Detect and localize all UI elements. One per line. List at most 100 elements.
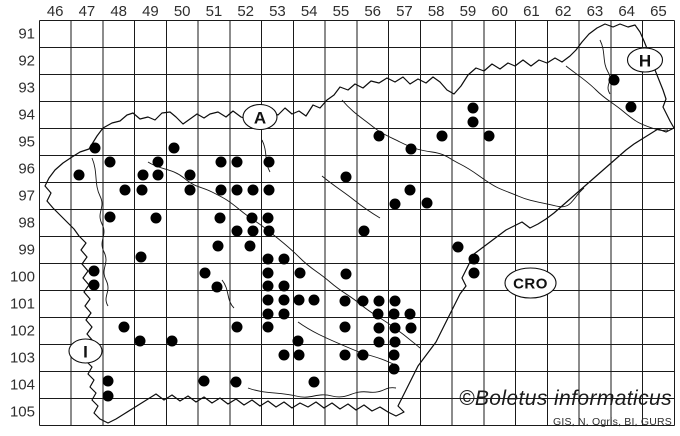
- occurrence-dot: [135, 251, 147, 263]
- grid-col-label: 57: [396, 3, 413, 20]
- neighbor-ellipse-i: [68, 338, 103, 364]
- occurrence-dot: [199, 267, 211, 279]
- occurrence-dot: [104, 156, 116, 168]
- occurrence-dot: [372, 308, 384, 320]
- occurrence-dot: [421, 197, 433, 209]
- neighbor-label-a: A: [254, 109, 266, 128]
- occurrence-dot: [452, 241, 464, 253]
- grid-col-label: 52: [237, 3, 255, 20]
- occurrence-dot: [389, 322, 401, 334]
- occurrence-dot: [608, 74, 620, 86]
- occurrence-dot: [104, 211, 116, 223]
- occurrence-dot: [231, 184, 243, 196]
- occurrence-dot: [357, 295, 369, 307]
- grid-col-label: 53: [269, 3, 286, 20]
- grid-row-label: 105: [9, 403, 35, 421]
- grid-col-label: 46: [46, 3, 64, 20]
- occurrence-dot: [373, 322, 385, 334]
- occurrence-dot: [168, 142, 180, 154]
- occurrence-dot: [152, 169, 164, 181]
- river-goricko-stream: [599, 39, 611, 95]
- credits-text: GIS, N. Ogris, BI, GURS: [553, 416, 672, 428]
- occurrence-dot: [263, 225, 275, 237]
- occurrence-dot: [388, 363, 400, 375]
- neighbor-ellipse-h: [626, 47, 664, 73]
- occurrence-dot: [262, 294, 274, 306]
- grid-col-label: 51: [205, 3, 223, 20]
- occurrence-dot: [468, 253, 480, 265]
- occurrence-dot: [262, 308, 274, 320]
- occurrence-dot: [373, 130, 385, 142]
- occurrence-dot: [214, 212, 226, 224]
- occurrence-dot: [119, 184, 131, 196]
- occurrence-dot: [247, 225, 259, 237]
- grid-col-label: 63: [586, 3, 604, 20]
- occurrence-dot: [483, 130, 495, 142]
- occurrence-dot: [278, 294, 290, 306]
- occurrence-dot: [184, 184, 196, 196]
- grid-row-label: 99: [18, 241, 35, 259]
- occurrence-dot: [373, 336, 385, 348]
- occurrence-dot: [467, 102, 479, 114]
- grid-row-label: 101: [9, 295, 35, 313]
- grid-col-label: 54: [300, 3, 318, 20]
- grid-row-label: 91: [18, 25, 35, 43]
- occurrence-dot: [468, 267, 480, 279]
- grid-row-label: 98: [18, 214, 35, 232]
- occurrence-dot: [231, 321, 243, 333]
- occurrence-dot: [373, 295, 385, 307]
- grid-row-label: 97: [18, 187, 35, 205]
- occurrence-dot: [134, 335, 146, 347]
- occurrence-dot: [389, 295, 401, 307]
- occurrence-dot: [262, 253, 274, 265]
- occurrence-dot: [152, 156, 164, 168]
- river-mura: [565, 65, 669, 131]
- river-soca: [91, 157, 109, 307]
- occurrence-dot: [389, 336, 401, 348]
- occurrence-dot: [247, 184, 259, 196]
- grid-col-label: 65: [650, 3, 667, 20]
- occurrence-dot: [89, 142, 101, 154]
- occurrence-dot: [215, 156, 227, 168]
- neighbor-country-labels: A H CRO I: [68, 47, 664, 364]
- occurrence-dot: [246, 212, 258, 224]
- grid-col-label: 48: [110, 3, 128, 20]
- grid-col-label: 58: [427, 3, 445, 20]
- occurrence-dot: [292, 335, 304, 347]
- occurrence-dot: [262, 212, 274, 224]
- occurrence-dot: [136, 184, 148, 196]
- occurrence-dot: [198, 375, 210, 387]
- occurrence-dot: [340, 171, 352, 183]
- occurrence-dot: [73, 169, 85, 181]
- occurrence-dot: [358, 225, 370, 237]
- occurrence-dot: [263, 156, 275, 168]
- occurrence-dot: [102, 375, 114, 387]
- occurrence-dot: [166, 335, 178, 347]
- grid-col-label: 47: [78, 3, 96, 20]
- grid-col-label: 59: [459, 3, 477, 20]
- river-kamniska: [261, 139, 271, 173]
- occurrence-dot: [244, 240, 256, 252]
- grid-col-label: 60: [491, 3, 509, 20]
- river-kolpa: [247, 387, 397, 398]
- grid-row-label: 102: [9, 322, 35, 340]
- occurrence-dot: [389, 198, 401, 210]
- occurrence-dot: [308, 376, 320, 388]
- country-outline: [44, 23, 675, 424]
- grid-row-label: 103: [9, 349, 35, 367]
- occurrence-dot: [263, 184, 275, 196]
- neighbor-label-h: H: [639, 52, 651, 71]
- occurrence-dot: [388, 349, 400, 361]
- grid-col-label: 62: [554, 3, 572, 20]
- occurrence-dot: [339, 349, 351, 361]
- occurrence-dot: [388, 308, 400, 320]
- grid-col-label: 50: [173, 3, 191, 20]
- occurrence-dot: [184, 169, 196, 181]
- occurrence-dot: [467, 116, 479, 128]
- occurrence-dot: [262, 280, 274, 292]
- occurrence-dot: [211, 281, 223, 293]
- copyright-text: ©Boletus informaticus: [459, 387, 672, 410]
- occurrence-dot: [102, 390, 114, 402]
